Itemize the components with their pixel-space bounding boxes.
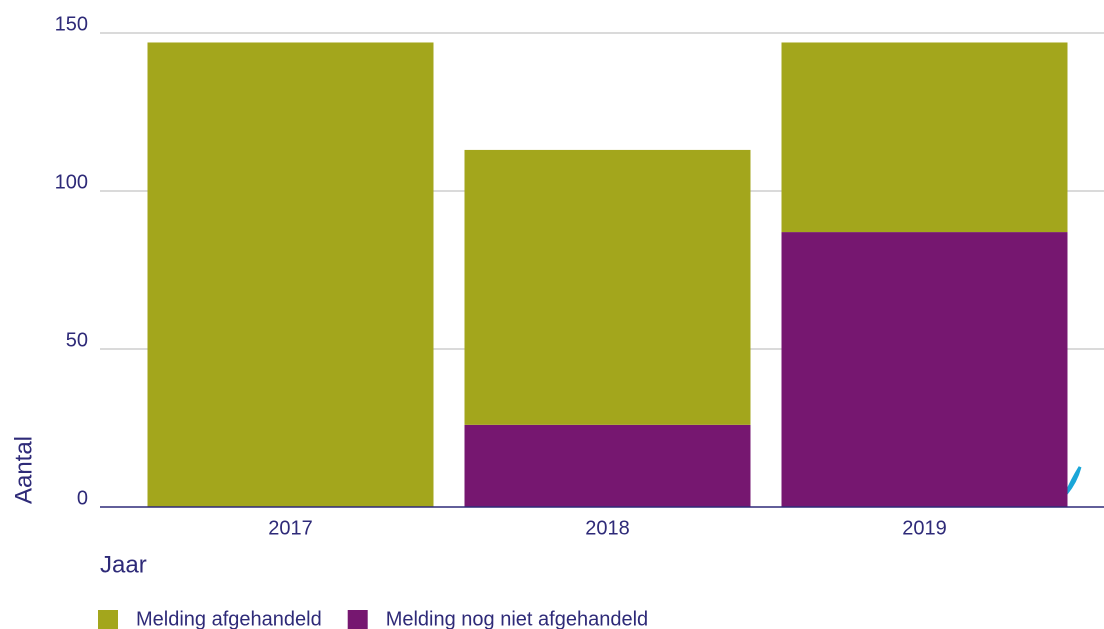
bar-segment bbox=[781, 42, 1068, 233]
bar-segment bbox=[464, 149, 751, 425]
x-axis-label: Jaar bbox=[100, 551, 147, 578]
y-axis-label: Aantal bbox=[10, 436, 37, 504]
y-tick-label: 50 bbox=[66, 329, 88, 351]
x-tick-label: 2017 bbox=[268, 517, 313, 539]
bar-segment bbox=[781, 232, 1068, 507]
x-tick-label: 2019 bbox=[902, 517, 947, 539]
bar-segment bbox=[147, 42, 434, 507]
y-tick-label: 100 bbox=[55, 171, 88, 193]
y-tick-label: 0 bbox=[77, 487, 88, 509]
y-tick-label: 150 bbox=[55, 13, 88, 35]
legend-swatch bbox=[347, 610, 368, 629]
x-tick-label: 2018 bbox=[585, 517, 630, 539]
legend-label: Melding afgehandeld bbox=[136, 608, 322, 629]
legend-label: Melding nog niet afgehandeld bbox=[386, 608, 648, 629]
legend-swatch bbox=[98, 610, 118, 629]
bar-segment bbox=[464, 424, 751, 507]
